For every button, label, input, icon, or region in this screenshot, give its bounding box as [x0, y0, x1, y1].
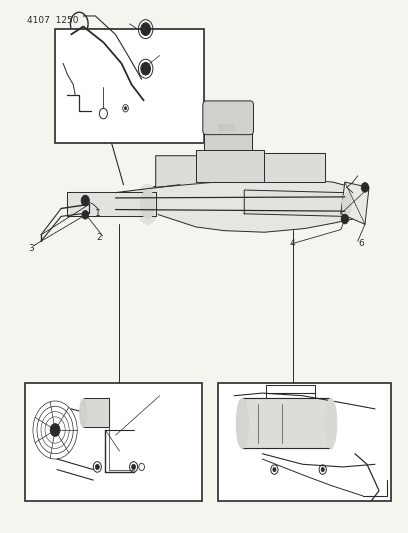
Text: 2: 2 [97, 233, 102, 242]
Ellipse shape [137, 184, 159, 224]
Ellipse shape [80, 398, 87, 427]
Polygon shape [242, 398, 331, 448]
Text: 3: 3 [28, 244, 34, 253]
Circle shape [341, 214, 348, 224]
Circle shape [131, 464, 135, 470]
Ellipse shape [236, 398, 248, 448]
Polygon shape [341, 182, 369, 224]
Text: 12: 12 [271, 474, 282, 483]
Polygon shape [204, 130, 252, 150]
Polygon shape [218, 124, 234, 131]
FancyBboxPatch shape [203, 101, 253, 135]
Polygon shape [236, 153, 325, 182]
Circle shape [50, 424, 60, 437]
Bar [55, 29, 204, 142]
Text: 7: 7 [167, 65, 173, 74]
Circle shape [273, 467, 276, 472]
Ellipse shape [342, 192, 351, 216]
Circle shape [361, 183, 368, 192]
Ellipse shape [141, 190, 155, 219]
Text: 1: 1 [95, 209, 100, 218]
Circle shape [82, 211, 89, 219]
Circle shape [124, 107, 127, 110]
Polygon shape [144, 177, 353, 232]
Circle shape [141, 23, 151, 36]
Text: 6: 6 [358, 239, 364, 248]
Polygon shape [156, 156, 216, 188]
Bar [25, 383, 202, 501]
Text: 11: 11 [124, 467, 135, 475]
Text: 10: 10 [156, 420, 168, 429]
Ellipse shape [325, 398, 337, 448]
Text: 4: 4 [290, 239, 295, 248]
Polygon shape [67, 191, 156, 216]
Polygon shape [83, 398, 109, 427]
Bar [218, 383, 391, 501]
Circle shape [81, 195, 89, 206]
Polygon shape [244, 190, 345, 216]
Circle shape [95, 464, 100, 470]
Text: 5: 5 [346, 183, 352, 192]
Text: 9: 9 [131, 92, 136, 101]
Circle shape [141, 62, 151, 75]
Text: 4107  1250: 4107 1250 [27, 16, 78, 25]
Text: 8: 8 [147, 46, 153, 55]
Circle shape [321, 467, 324, 472]
Polygon shape [196, 150, 264, 182]
